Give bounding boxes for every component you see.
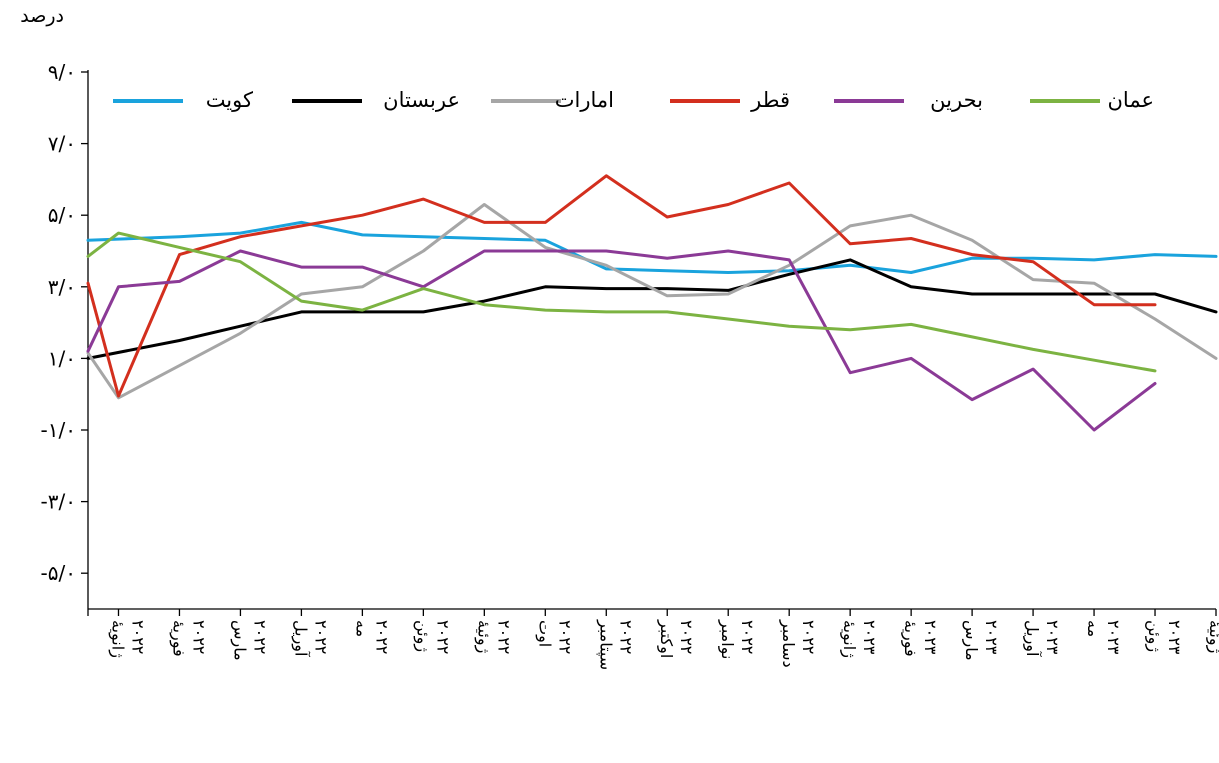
x-tick-month: فوریهٔ: [900, 620, 920, 657]
series-line-5: [86, 249, 1157, 432]
x-tick-year: ۲۰۲۳: [921, 620, 940, 655]
x-tick-month: سپتامبر: [595, 619, 615, 670]
x-tick-label: نوامبر ۲۰۲۲: [717, 619, 757, 659]
y-tick-label: -۳/۰: [41, 490, 76, 514]
x-tick-label: فوریهٔ ۲۰۲۳: [900, 620, 940, 657]
x-tick-month: اوت: [534, 620, 554, 647]
x-tick-month: مه: [352, 620, 371, 637]
legend-label: عربستان: [383, 88, 460, 112]
x-tick-label: ژانویهٔ ۲۰۲۳: [839, 620, 879, 658]
y-axis: ۹/۰ ۷/۰ ۵/۰ ۳/۰ ۱/۰ -۱/۰ -۳/۰ -۵/۰: [41, 60, 89, 609]
x-tick-month: ژوئیهٔ: [1205, 620, 1219, 654]
x-tick-label: آوریل ۲۰۲۲: [290, 620, 330, 658]
x-tick-label: مارس ۲۰۲۳: [961, 620, 1001, 661]
y-tick-label: ۵/۰: [48, 203, 76, 227]
x-tick-label: اوکتبر ۲۰۲۲: [656, 619, 696, 658]
y-tick-label: ۳/۰: [48, 275, 76, 299]
x-tick-month: ژانویهٔ: [107, 620, 127, 658]
x-tick-label: فوریهٔ ۲۰۲۲: [168, 620, 208, 657]
series-line-1: [86, 220, 1218, 274]
legend-item-4: قطر: [670, 88, 790, 112]
series-line-2: [86, 258, 1218, 360]
x-axis: ژانویهٔ ۲۰۲۲ فوریهٔ ۲۰۲۲ مارس ۲۰۲۲ آوریل ۲۰۲۲ مه…: [87, 608, 1219, 670]
x-tick-label: سپتامبر ۲۰۲۲: [595, 619, 635, 670]
x-tick-month: ژوئن: [412, 620, 432, 652]
y-tick-label: ۱/۰: [48, 346, 76, 370]
x-tick-year: ۲۰۲۲: [555, 620, 574, 654]
x-tick-label: ژوئن ۲۰۲۲: [412, 620, 452, 654]
x-tick-month: ژانویهٔ: [839, 620, 859, 658]
x-tick-month: مارس: [229, 620, 249, 661]
legend-item-2: عربستان: [292, 88, 460, 112]
x-tick-label: ژوئن ۲۰۲۳: [1144, 620, 1184, 655]
legend-item-1: کویت: [113, 88, 253, 112]
x-tick-year: ۲۰۲۲: [677, 620, 696, 654]
x-tick-month: اوکتبر: [656, 619, 676, 658]
legend-label: عمان: [1108, 88, 1155, 112]
y-tick-label: -۱/۰: [41, 418, 76, 442]
legend-label: قطر: [750, 88, 790, 112]
x-tick-year: ۲۰۲۳: [1043, 620, 1062, 655]
x-tick-month: ژوئیهٔ: [473, 620, 493, 654]
legend-label: امارات: [555, 88, 614, 112]
x-tick-year: ۲۰۲۲: [372, 620, 391, 654]
x-tick-year: ۲۰۲۲: [128, 620, 147, 654]
x-tick-month: نوامبر: [717, 619, 737, 659]
series-line-3: [86, 203, 1218, 400]
x-tick-month: فوریهٔ: [168, 620, 188, 657]
x-tick-label: ژوئیهٔ ۲۰۲۲: [473, 620, 513, 654]
y-tick-label: ۹/۰: [48, 60, 76, 84]
x-tick-label: مه ۲۰۲۲: [352, 620, 391, 654]
x-tick-label: ژانویهٔ ۲۰۲۲: [107, 620, 147, 658]
x-tick-year: ۲۰۲۲: [250, 620, 269, 654]
x-tick-month: مه: [1084, 620, 1103, 637]
x-tick-label: دسامبر ۲۰۲۲: [778, 619, 818, 668]
x-tick-label: مه ۲۰۲۳: [1084, 620, 1123, 655]
x-tick-year: ۲۰۲۳: [982, 620, 1001, 655]
x-tick-year: ۲۰۲۲: [494, 620, 513, 654]
x-tick-label: مارس ۲۰۲۲: [229, 620, 269, 661]
x-tick-month: مارس: [961, 620, 981, 661]
x-tick-year: ۲۰۲۲: [189, 620, 208, 654]
x-tick-year: ۲۰۲۲: [738, 620, 757, 654]
legend: کویت عربستان امارات قطر بحرین عمان: [113, 88, 1154, 112]
x-tick-year: ۲۰۲۲: [616, 620, 635, 654]
series-layer: [86, 174, 1218, 432]
x-tick-year: ۲۰۲۳: [860, 620, 879, 655]
x-tick-label: اوت ۲۰۲۲: [534, 620, 574, 654]
series-line-6: [86, 231, 1157, 373]
x-tick-year: ۲۰۲۲: [311, 620, 330, 654]
x-tick-label: ژوئیهٔ۲۰۲۳: [1205, 620, 1219, 654]
y-tick-label: -۵/۰: [41, 561, 76, 585]
series-line-4: [86, 174, 1157, 398]
x-tick-month: دسامبر: [778, 619, 798, 668]
legend-item-3: امارات: [491, 88, 614, 112]
legend-item-6: عمان: [1030, 88, 1154, 112]
legend-label: بحرین: [930, 88, 983, 112]
x-tick-year: ۲۰۲۳: [1104, 620, 1123, 655]
x-tick-month: ژوئن: [1144, 620, 1164, 652]
y-axis-label: درصد: [20, 5, 64, 27]
x-tick-month: آوریل: [1022, 620, 1042, 658]
x-tick-year: ۲۰۲۳: [1165, 620, 1184, 655]
legend-item-5: بحرین: [834, 88, 983, 112]
x-tick-year: ۲۰۲۲: [433, 620, 452, 654]
x-tick-month: آوریل: [290, 620, 310, 658]
x-tick-label: آوریل ۲۰۲۳: [1022, 620, 1062, 658]
x-tick-year: ۲۰۲۲: [799, 620, 818, 654]
y-tick-label: ۷/۰: [48, 132, 76, 156]
legend-label: کویت: [206, 88, 253, 112]
